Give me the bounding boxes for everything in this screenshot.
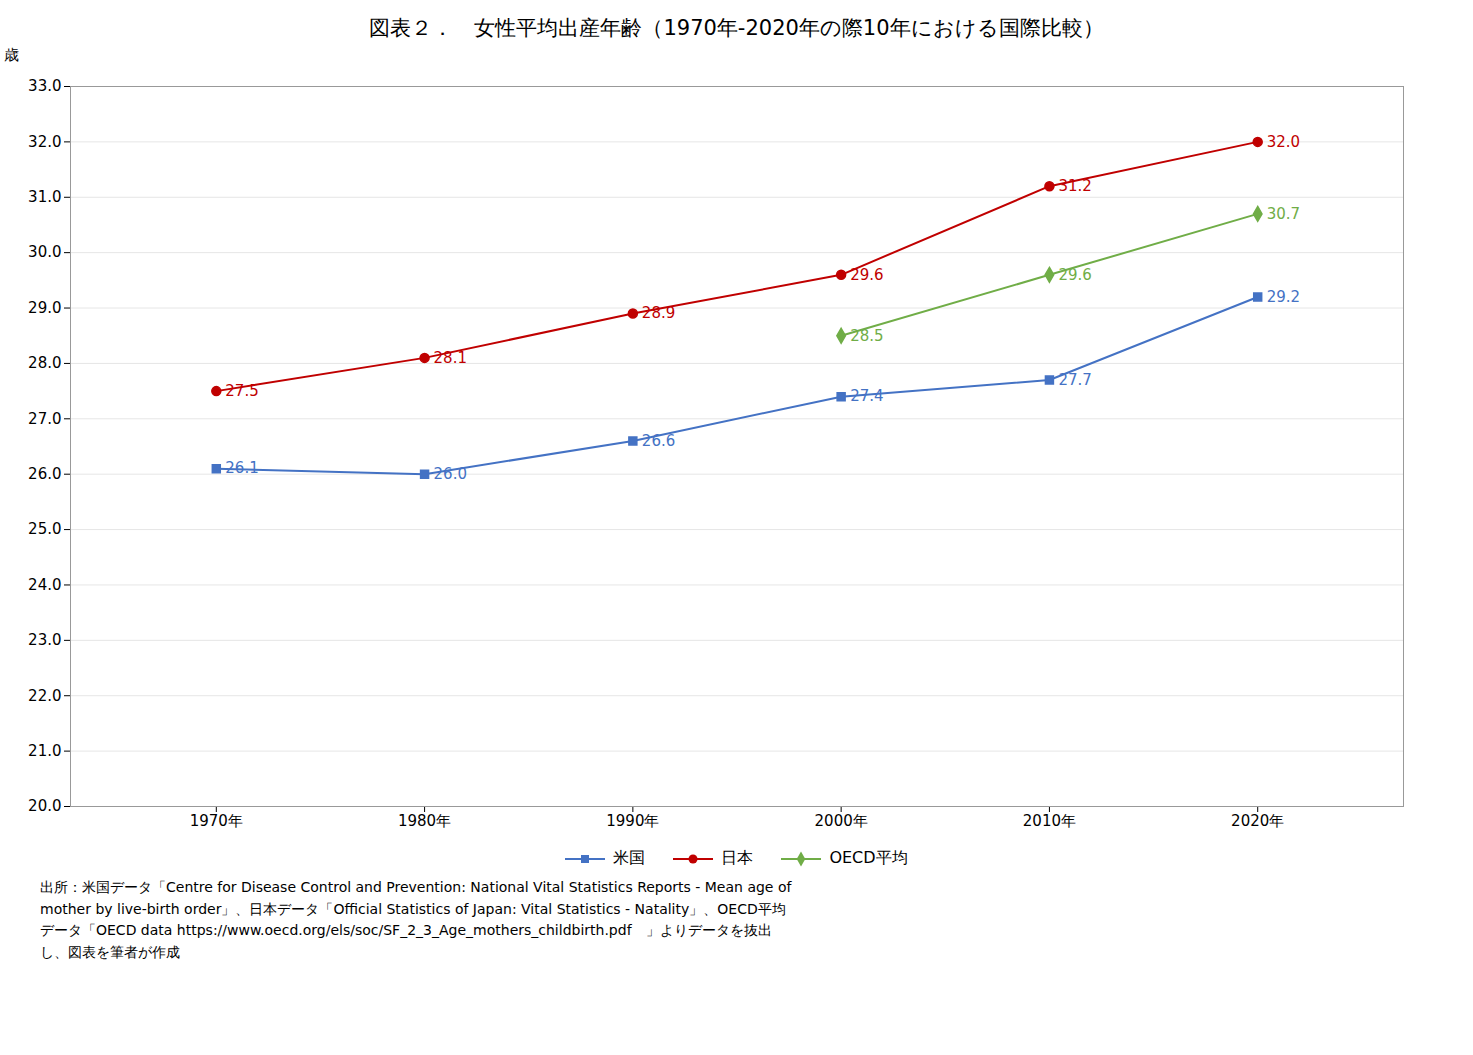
svg-text:27.5: 27.5 <box>225 382 258 400</box>
svg-text:28.0: 28.0 <box>28 354 61 372</box>
svg-text:26.0: 26.0 <box>28 465 61 483</box>
svg-text:1980年: 1980年 <box>398 812 451 830</box>
svg-text:22.0: 22.0 <box>28 687 61 705</box>
svg-text:28.5: 28.5 <box>850 327 883 345</box>
svg-text:31.2: 31.2 <box>1058 177 1091 195</box>
svg-text:1970年: 1970年 <box>190 812 243 830</box>
svg-text:24.0: 24.0 <box>28 576 61 594</box>
html-text:mother by live-birth order」、日本: mother by live-birth order」、日本データ「Offici… <box>40 900 786 917</box>
svg-text:歳: 歳 <box>4 46 19 64</box>
svg-text:1990年: 1990年 <box>606 812 659 830</box>
svg-text:27.4: 27.4 <box>850 387 883 405</box>
svg-text:25.0: 25.0 <box>28 520 61 538</box>
svg-text:29.2: 29.2 <box>1267 288 1300 306</box>
html-text:米国: 米国 <box>613 848 646 867</box>
html-text:OECD平均: OECD平均 <box>829 848 908 867</box>
html-text:日本: 日本 <box>721 848 754 867</box>
html-text:データ「OECD data https://www.oecd: データ「OECD data https://www.oecd.org/els/s… <box>40 922 772 939</box>
svg-text:23.0: 23.0 <box>28 631 61 649</box>
svg-text:28.9: 28.9 <box>642 304 675 322</box>
svg-text:21.0: 21.0 <box>28 742 61 760</box>
svg-text:29.6: 29.6 <box>1058 266 1091 284</box>
svg-text:30.7: 30.7 <box>1267 205 1300 223</box>
svg-text:29.6: 29.6 <box>850 266 883 284</box>
svg-text:27.0: 27.0 <box>28 410 61 428</box>
html-text:出所：米国データ「Centre for Disease Co: 出所：米国データ「Centre for Disease Control and … <box>40 879 792 895</box>
svg-text:33.0: 33.0 <box>28 77 61 95</box>
svg-text:32.0: 32.0 <box>28 133 61 151</box>
svg-text:2020年: 2020年 <box>1231 812 1284 830</box>
svg-text:30.0: 30.0 <box>28 243 61 261</box>
svg-text:26.6: 26.6 <box>642 432 675 450</box>
svg-text:26.0: 26.0 <box>434 465 467 483</box>
svg-text:27.7: 27.7 <box>1058 371 1091 389</box>
html-text:図表２． 女性平均出産年齢（1970年-2020年の際10年: 図表２． 女性平均出産年齢（1970年-2020年の際10年における国際比較） <box>369 16 1104 40</box>
svg-text:2010年: 2010年 <box>1023 812 1076 830</box>
svg-text:28.1: 28.1 <box>434 349 467 367</box>
svg-text:32.0: 32.0 <box>1267 133 1300 151</box>
svg-text:26.1: 26.1 <box>225 459 258 477</box>
svg-text:31.0: 31.0 <box>28 188 61 206</box>
svg-text:20.0: 20.0 <box>28 797 61 815</box>
svg-text:2000年: 2000年 <box>815 812 868 830</box>
html-text:し、図表を筆者が作成: し、図表を筆者が作成 <box>40 944 180 961</box>
svg-text:29.0: 29.0 <box>28 299 61 317</box>
